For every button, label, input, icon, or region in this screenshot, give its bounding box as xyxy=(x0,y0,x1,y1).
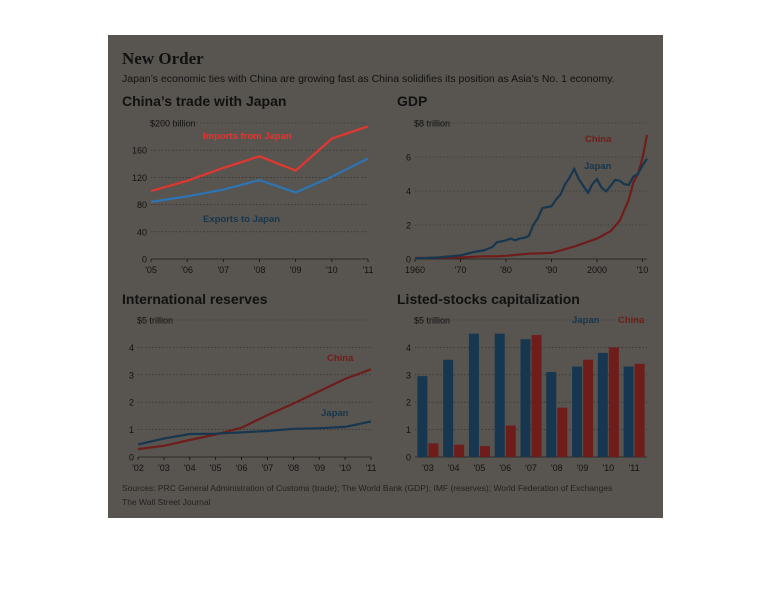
exports-series-label: Exports to Japan xyxy=(203,214,280,225)
infographic: New Order Japan’s economic ties with Chi… xyxy=(108,35,663,518)
reserves-ytick-label: 1 xyxy=(129,425,134,435)
stocks-bar-china xyxy=(583,359,594,457)
stocks-bar-china xyxy=(505,425,516,457)
main-title: New Order xyxy=(122,49,204,68)
stocks-bar-japan xyxy=(623,366,634,457)
stocks-xtick-label: '09 xyxy=(577,463,589,473)
stocks-ytick-label: 2 xyxy=(406,398,411,408)
gdp-japan-line xyxy=(414,158,648,260)
reserves-unit-label: $5 trillion xyxy=(137,316,173,326)
stocks-unit-label: $5 trillion xyxy=(414,316,450,326)
stocks-ytick-label: 1 xyxy=(406,425,411,435)
gdp-china-line xyxy=(414,134,649,260)
stocks-ytick-label: 3 xyxy=(406,370,411,380)
reserves-ytick-label: 4 xyxy=(129,343,134,353)
stocks-bar-china xyxy=(608,347,619,457)
reserves-xtick-label: '11 xyxy=(365,463,376,473)
credit-note: The Wall Street Journal xyxy=(122,497,211,507)
gdp-ytick-label: 0 xyxy=(406,255,411,265)
stocks-bar-japan xyxy=(572,366,583,457)
gdp-unit-label: $8 trillion xyxy=(414,119,450,129)
stocks-bar-china xyxy=(479,446,490,457)
imports-line xyxy=(150,125,369,193)
reserves-ytick-label: 0 xyxy=(129,453,134,463)
trade-xtick-label: '11 xyxy=(362,265,373,275)
reserves-xtick-label: '03 xyxy=(158,463,170,473)
stocks-xtick-label: '07 xyxy=(525,463,537,473)
stocks-china-label: China xyxy=(618,315,645,326)
stocks-ytick-label: 0 xyxy=(406,453,411,463)
reserves-xtick-label: '02 xyxy=(132,463,144,473)
stocks-xtick-label: '04 xyxy=(448,463,460,473)
reserves-china-line xyxy=(137,368,372,451)
trade-ytick-label: 120 xyxy=(132,173,147,183)
exports-line xyxy=(150,157,369,203)
subtitle: Japan’s economic ties with China are gro… xyxy=(122,73,615,85)
trade-xtick-label: '09 xyxy=(290,265,302,275)
imports-series-label: Imports from Japan xyxy=(203,131,292,142)
stocks-xtick-label: '05 xyxy=(474,463,486,473)
reserves-xtick-label: '07 xyxy=(262,463,274,473)
stocks-xtick-label: '11 xyxy=(629,463,640,473)
stocks-ytick-label: 4 xyxy=(406,343,411,353)
stocks-xtick-label: '08 xyxy=(551,463,563,473)
reserves-ytick-label: 3 xyxy=(129,370,134,380)
reserves-xtick-label: '10 xyxy=(339,463,351,473)
trade-xtick-label: '10 xyxy=(326,265,338,275)
stocks-bar-china xyxy=(634,363,645,457)
stocks-xtick-label: '03 xyxy=(422,463,434,473)
gdp-xtick-label: '10 xyxy=(637,265,649,275)
trade-xtick-label: '07 xyxy=(217,265,229,275)
stocks-bar-japan xyxy=(443,359,454,457)
gdp-xtick-label: 1960 xyxy=(405,265,425,275)
stocks-japan-label: Japan xyxy=(572,315,600,326)
stocks-bar-china xyxy=(531,335,542,457)
reserves-xtick-label: '04 xyxy=(184,463,196,473)
stocks-xtick-label: '06 xyxy=(499,463,511,473)
stocks-bar-china xyxy=(557,407,568,457)
trade-xtick-label: '06 xyxy=(181,265,193,275)
gdp-ytick-label: 6 xyxy=(406,153,411,163)
reserves-chart-title: International reserves xyxy=(122,291,268,307)
trade-unit-label: $200 billion xyxy=(150,119,196,129)
stocks-bar-china xyxy=(454,444,465,457)
trade-ytick-label: 40 xyxy=(137,227,147,237)
gdp-china-label: China xyxy=(585,134,612,145)
reserves-china-label: China xyxy=(327,353,354,364)
gdp-chart-title: GDP xyxy=(397,93,428,109)
stocks-bar-japan xyxy=(597,352,608,457)
reserves-japan-label: Japan xyxy=(321,408,349,419)
gdp-ytick-label: 4 xyxy=(406,187,411,197)
stocks-bar-japan xyxy=(546,372,557,457)
sources-note: Sources: PRC General Administration of C… xyxy=(122,483,613,493)
gdp-xtick-label: '90 xyxy=(546,265,558,275)
stocks-bar-china xyxy=(428,443,439,457)
stocks-bar-japan xyxy=(494,333,505,457)
reserves-xtick-label: '06 xyxy=(236,463,248,473)
gdp-xtick-label: '80 xyxy=(500,265,512,275)
trade-xtick-label: '05 xyxy=(145,265,157,275)
trade-chart-title: China’s trade with Japan xyxy=(122,93,287,109)
reserves-xtick-label: '09 xyxy=(313,463,325,473)
trade-ytick-label: 80 xyxy=(137,200,147,210)
gdp-ytick-label: 2 xyxy=(406,221,411,231)
reserves-xtick-label: '08 xyxy=(287,463,299,473)
stocks-chart-title: Listed-stocks capitalization xyxy=(397,291,580,307)
gdp-xtick-label: '70 xyxy=(455,265,467,275)
stocks-bar-japan xyxy=(520,339,531,457)
stocks-bar-japan xyxy=(468,333,479,457)
reserves-japan-line xyxy=(137,420,372,446)
stocks-bar-japan xyxy=(417,376,428,457)
gdp-xtick-label: 2000 xyxy=(587,265,607,275)
reserves-xtick-label: '05 xyxy=(210,463,222,473)
trade-ytick-label: 160 xyxy=(132,146,147,156)
gdp-japan-label: Japan xyxy=(584,161,612,172)
trade-ytick-label: 0 xyxy=(142,255,147,265)
trade-xtick-label: '08 xyxy=(254,265,266,275)
reserves-ytick-label: 2 xyxy=(129,398,134,408)
stocks-xtick-label: '10 xyxy=(602,463,614,473)
